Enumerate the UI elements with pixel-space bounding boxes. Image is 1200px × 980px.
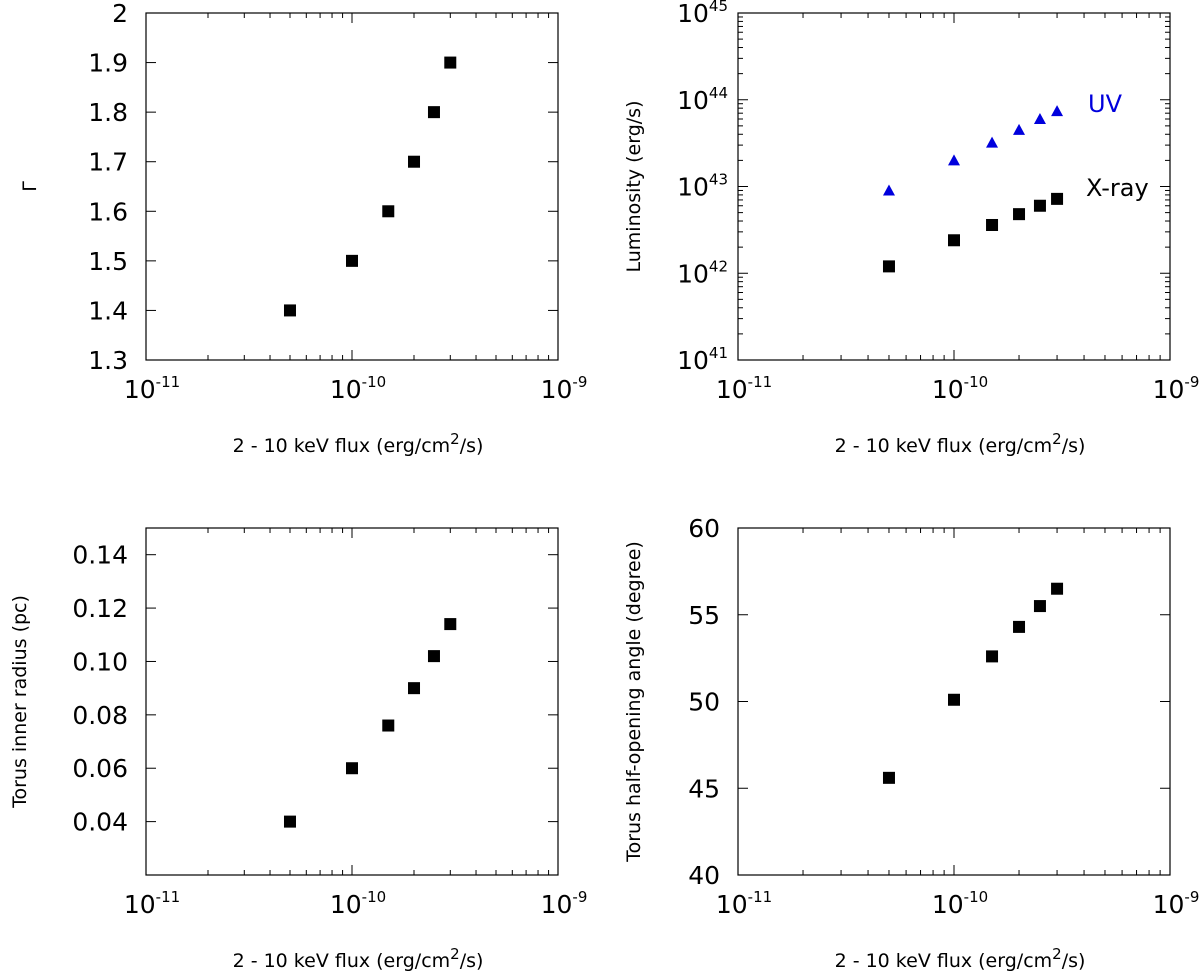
y-tick-label: 1041 [677,344,728,375]
data-point [408,155,421,168]
x-tick-label: 10-10 [330,888,386,919]
y-tick-label: 1.5 [88,247,128,276]
y-tick-label: 55 [688,601,720,630]
y-tick-label: 0.10 [72,647,128,676]
x-axis-label: 2 - 10 keV flux (erg/cm2/s) [233,945,484,972]
data-point [986,136,999,148]
x-axis-label: 2 - 10 keV flux (erg/cm2/s) [233,430,484,457]
data-point [1051,192,1064,205]
data-point [346,762,358,775]
data-point [986,218,999,231]
y-tick-label: 1043 [677,171,728,202]
y-tick-label: 1.9 [88,49,128,78]
y-tick-label: 1.4 [88,296,128,325]
legend-label: X-ray [1086,174,1149,202]
data-point [283,304,296,317]
data-point [1051,105,1064,117]
data-point [1051,582,1064,595]
x-tick-label: 10-10 [330,373,386,404]
data-point [948,234,960,247]
data-point [1013,123,1026,135]
series-torus-inner-radius [283,618,457,828]
y-tick-label: 1.7 [88,148,128,177]
data-point [882,184,895,196]
y-tick-label: 45 [688,774,720,803]
x-axis-label: 2 - 10 keV flux (erg/cm2/s) [835,945,1086,972]
chart-torus-angle: 10-11 10-10 10-9 40 45 50 55 60 2 - 10 keV flux … [623,514,1199,972]
y-tick-label: 0.14 [72,541,128,570]
y-tick-label: 0.12 [72,594,128,623]
y-tick-label: 0.08 [72,701,128,730]
series-gamma [283,56,457,317]
x-tick-label: 10-11 [124,888,180,919]
series-torus-half-opening-angle [882,582,1064,784]
y-tick-label: 1045 [677,0,728,28]
chart-torus-radius: 10-11 10-10 10-9 0.04 0.06 0.08 0.10 0.12 0.14 2 … [9,527,588,972]
y-tick-label: 1.3 [88,346,128,375]
data-point [283,815,296,828]
data-point [1033,600,1046,613]
y-tick-label: 1.8 [88,98,128,127]
plot-frame [145,12,559,361]
data-point [382,205,395,218]
y-tick-label: 60 [688,514,720,543]
y-tick-label: 1.6 [88,197,128,226]
y-axis-label: Torus inner radius (pc) [9,595,31,809]
data-point [986,650,999,663]
data-point [1013,620,1026,633]
data-point [444,618,457,631]
x-tick-label: 10-9 [541,373,588,404]
data-point [1033,112,1046,124]
legend-label: UV [1088,90,1123,118]
data-point [427,650,440,663]
x-tick-label: 10-9 [1153,373,1200,404]
chart-luminosity: 10-11 10-10 10-9 1041 1042 1043 1044 1045 2 - 10… [623,0,1199,457]
data-point [882,771,895,784]
y-axis-label: Torus half-opening angle (degree) [623,541,645,863]
data-point [427,106,440,119]
x-tick-label: 10-11 [716,373,772,404]
data-point [1013,208,1026,221]
x-tick-label: 10-10 [932,888,988,919]
data-point [882,260,895,273]
data-point [444,56,457,69]
plot-frame [145,527,559,876]
x-tick-label: 10-9 [1153,888,1200,919]
chart-gamma: 10-11 10-10 10-9 1.3 1.4 1.5 1.6 1.7 1.8 1.9 2 2 - … [19,0,587,457]
data-point [346,254,358,267]
data-point [408,682,421,695]
series-uv: UV [882,90,1123,196]
x-tick-label: 10-11 [124,373,180,404]
y-tick-label: 0.06 [72,754,128,783]
data-point [948,693,960,706]
y-tick-label: 0.04 [72,808,128,837]
x-tick-label: 10-11 [716,888,772,919]
y-tick-label: 2 [112,0,128,28]
x-axis-label: 2 - 10 keV flux (erg/cm2/s) [835,430,1086,457]
y-tick-label: 1044 [677,84,728,115]
y-tick-label: 40 [688,861,720,890]
data-point [948,154,960,166]
y-axis-label: Γ [19,181,41,192]
y-axis-label: Luminosity (erg/s) [623,100,645,272]
y-tick-label: 1042 [677,257,728,288]
data-point [1033,199,1046,212]
x-tick-label: 10-10 [932,373,988,404]
series-x-ray: X-ray [882,174,1149,273]
y-tick-label: 50 [688,688,720,717]
data-point [382,719,395,732]
x-tick-label: 10-9 [541,888,588,919]
